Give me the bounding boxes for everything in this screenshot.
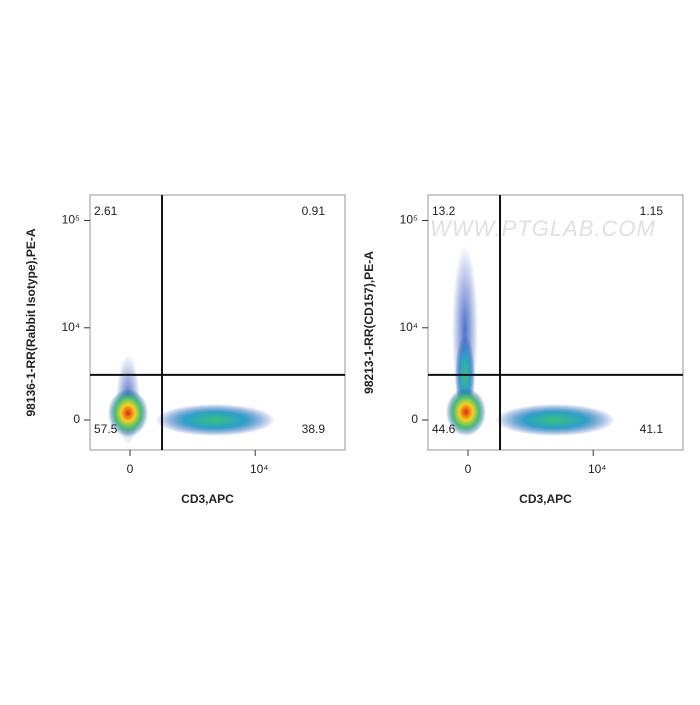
x-tick-label: 10⁴ [588, 462, 607, 476]
density-cloud [108, 245, 615, 445]
x-axis-label: CD3,APC [519, 492, 572, 506]
quadrant-label: 44.6 [432, 422, 456, 436]
y-tick-label: 0 [411, 412, 418, 426]
x-tick-label: 0 [465, 462, 472, 476]
y-tick-label: 0 [73, 412, 80, 426]
watermark: WWW.PTGLAB.COM [430, 216, 656, 241]
quadrant-label: 2.61 [94, 204, 118, 218]
quadrant-label: 57.5 [94, 422, 118, 436]
quadrant-label: 0.91 [302, 204, 326, 218]
quadrant-label: 41.1 [640, 422, 664, 436]
x-tick-label: 0 [127, 462, 134, 476]
plot-frame [427, 194, 684, 451]
quadrant-label: 13.2 [432, 204, 456, 218]
plot-frame [89, 194, 346, 451]
x-axis-label: CD3,APC [181, 492, 234, 506]
x-tick-label: 10⁴ [250, 462, 269, 476]
quadrant-label: 1.15 [640, 204, 664, 218]
y-tick-label: 10⁴ [399, 320, 418, 334]
quadrant-label: 38.9 [302, 422, 326, 436]
y-tick-label: 10⁴ [61, 320, 80, 334]
y-axis-label: 98136-1-RR(Rabbit Isotype),PE-A [24, 228, 38, 416]
y-tick-label: 10⁵ [62, 213, 80, 227]
y-axis-label: 98213-1-RR(CD157),PE-A [362, 251, 376, 394]
y-tick-label: 10⁵ [400, 213, 418, 227]
